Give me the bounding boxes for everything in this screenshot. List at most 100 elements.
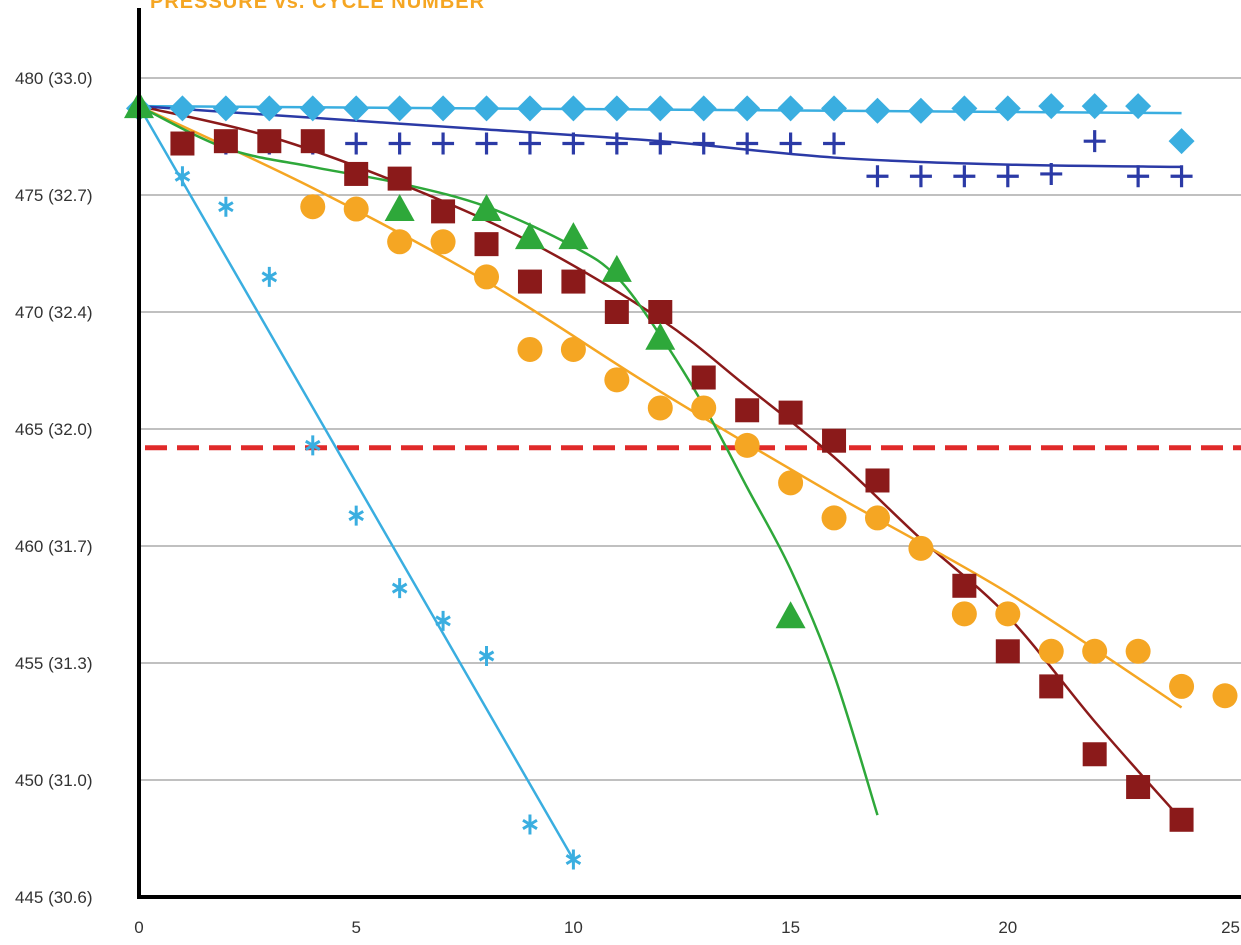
data-point-circle (560, 336, 586, 362)
x-tick-label: 25 (1221, 918, 1240, 937)
x-tick-label: 15 (781, 918, 800, 937)
data-point-square (257, 129, 282, 154)
data-point-circle (821, 505, 847, 531)
data-point-square (561, 269, 586, 294)
data-point-plus (649, 132, 672, 155)
data-point-diamond (169, 95, 196, 122)
data-point-circle (647, 395, 673, 421)
tick-labels: 480 (33.0) 475 (32.7) 470 (32.4) 465 (32.0)… (15, 69, 1240, 937)
data-point-plus (388, 132, 411, 155)
fit-lines (137, 104, 1183, 861)
data-point-plus (1083, 130, 1106, 153)
data-point-square (822, 428, 847, 453)
data-point-square (387, 166, 412, 191)
fit-line-square (138, 104, 1183, 821)
data-point-circle (864, 505, 890, 531)
data-point-square (648, 300, 673, 324)
data-point-asterisk (348, 505, 364, 526)
data-point-plus (692, 132, 715, 155)
data-points (124, 91, 1238, 870)
data-point-diamond (1168, 128, 1195, 155)
data-point-triangle (384, 194, 415, 222)
data-point-circle (951, 601, 977, 627)
data-point-diamond (647, 95, 674, 122)
data-point-diamond (516, 95, 543, 122)
data-point-square (604, 300, 629, 324)
data-point-triangle (471, 194, 502, 222)
y-tick-label: 480 (33.0) (15, 69, 93, 88)
data-point-circle (604, 367, 630, 393)
data-point-diamond (256, 95, 283, 122)
chart-title: PRESSURE vs. CYCLE NUMBER (150, 0, 486, 13)
x-tick-label: 0 (134, 918, 143, 937)
x-tick-label: 5 (351, 918, 360, 937)
data-point-square (952, 573, 977, 598)
data-point-plus (823, 132, 846, 155)
data-point-plus (866, 165, 889, 188)
data-point-circle (691, 395, 717, 421)
data-point-plus (779, 132, 802, 155)
data-point-diamond (430, 95, 457, 122)
axes (137, 8, 1241, 899)
data-point-diamond (951, 95, 978, 122)
data-point-diamond (690, 95, 717, 122)
fit-line-circle (138, 104, 1183, 709)
data-point-plus (1040, 162, 1063, 185)
data-point-diamond (864, 97, 891, 124)
data-point-plus (1170, 165, 1193, 188)
data-point-diamond (560, 95, 587, 122)
data-point-diamond (386, 95, 413, 122)
grid (139, 77, 1241, 781)
data-point-circle (517, 336, 543, 362)
data-point-diamond (777, 95, 804, 122)
data-point-circle (908, 535, 934, 561)
data-point-circle (1169, 673, 1195, 699)
data-point-diamond (473, 95, 500, 122)
data-point-diamond (734, 95, 761, 122)
data-point-plus (605, 132, 628, 155)
data-point-circle (1212, 683, 1238, 709)
data-point-circle (1038, 638, 1064, 664)
data-point-diamond (212, 95, 239, 122)
data-point-asterisk (565, 849, 582, 870)
data-point-circle (474, 264, 500, 290)
data-point-circle (387, 229, 413, 255)
data-point-plus (953, 165, 976, 188)
data-point-diamond (299, 95, 326, 122)
data-point-circle (778, 470, 804, 496)
data-point-square (1039, 674, 1064, 699)
data-point-square (778, 400, 803, 425)
fit-line-triangle (138, 104, 879, 816)
data-point-triangle (645, 322, 676, 350)
x-tick-label: 20 (998, 918, 1017, 937)
y-tick-label: 475 (32.7) (15, 186, 93, 205)
data-point-diamond (603, 95, 630, 122)
y-tick-label: 470 (32.4) (15, 303, 93, 322)
data-point-plus (736, 132, 759, 155)
data-point-asterisk (261, 266, 278, 287)
data-point-circle (1125, 638, 1151, 664)
data-point-square (213, 129, 238, 154)
y-tick-label: 445 (30.6) (15, 888, 93, 907)
data-point-asterisk (391, 578, 408, 599)
data-point-triangle (558, 222, 589, 250)
data-point-plus (996, 165, 1019, 188)
y-tick-label: 460 (31.7) (15, 537, 93, 556)
data-point-square (344, 161, 369, 186)
data-point-circle (1082, 638, 1108, 664)
data-point-asterisk (174, 166, 191, 187)
data-point-diamond (994, 95, 1021, 122)
y-tick-label: 455 (31.3) (15, 654, 93, 673)
data-point-triangle (514, 222, 545, 250)
data-point-square (995, 639, 1020, 664)
data-point-diamond (1038, 93, 1065, 120)
data-point-square (735, 398, 760, 423)
x-tick-label: 10 (564, 918, 583, 937)
data-point-plus (475, 132, 498, 155)
data-point-plus (518, 132, 541, 155)
data-point-circle (995, 601, 1021, 627)
data-point-asterisk (522, 814, 538, 835)
data-point-asterisk (218, 196, 234, 217)
data-point-plus (1127, 165, 1150, 188)
